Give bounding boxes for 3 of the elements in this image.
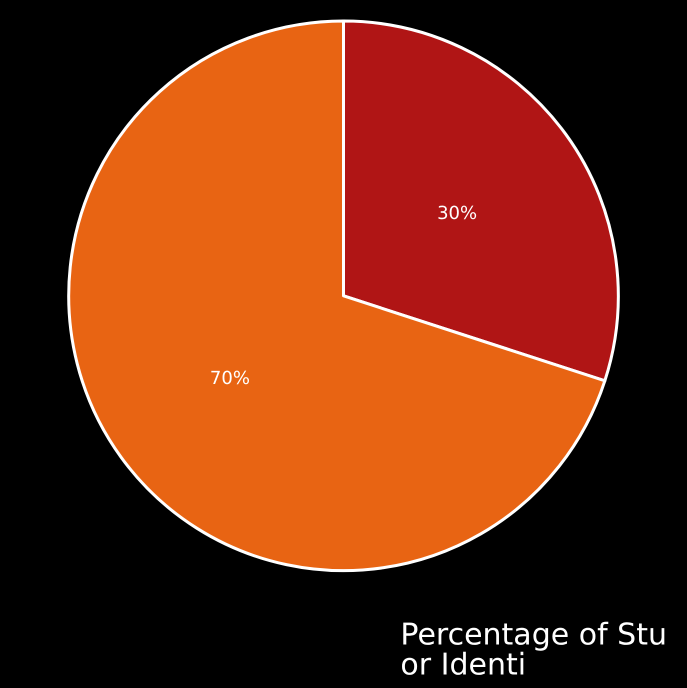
data-label: 70% [210, 368, 250, 389]
data-label: 30% [437, 202, 478, 224]
text: Percentage of Stu or Identi [400, 618, 668, 682]
